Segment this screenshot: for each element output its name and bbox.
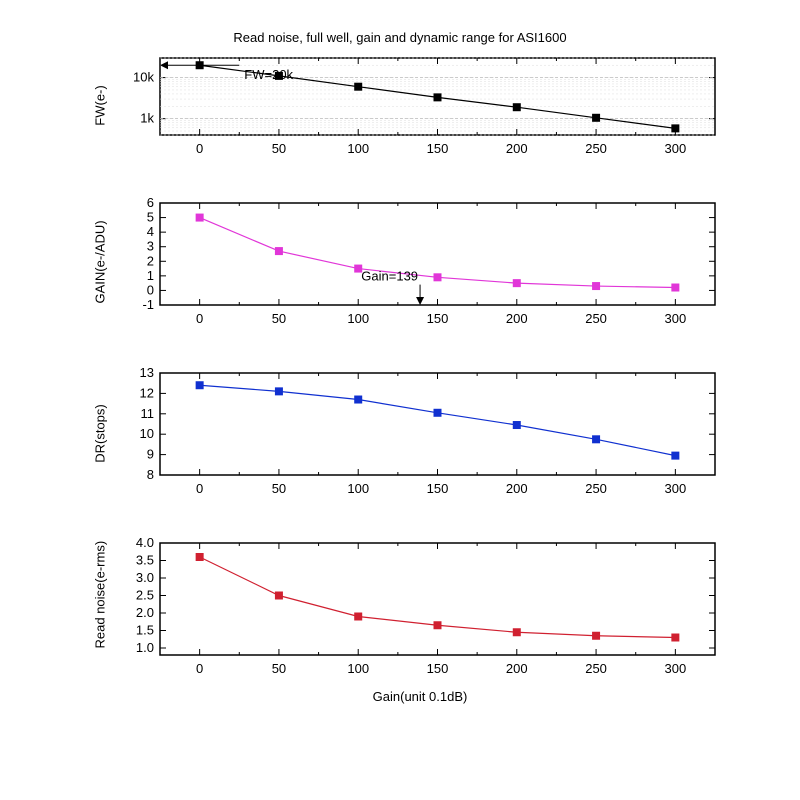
svg-text:10k: 10k — [133, 70, 154, 85]
svg-text:150: 150 — [427, 311, 449, 326]
svg-text:200: 200 — [506, 481, 528, 496]
svg-text:2.0: 2.0 — [136, 605, 154, 620]
chart-fw: 1k 10k 0 50 100 150 200 250 300 FW=20k — [120, 53, 720, 163]
panel-rn: Read noise(e-rms) 1.01.52.02.53.03.54.00… — [120, 538, 720, 683]
svg-text:12: 12 — [140, 385, 154, 400]
svg-text:FW=20k: FW=20k — [244, 67, 293, 82]
panels-container: FW(e-) 1k10k050100150200250300FW=20k GAI… — [0, 53, 800, 704]
svg-text:4.0: 4.0 — [136, 538, 154, 550]
svg-text:100: 100 — [347, 481, 369, 496]
svg-text:300: 300 — [665, 481, 687, 496]
svg-text:3: 3 — [147, 239, 154, 254]
svg-text:4: 4 — [147, 224, 154, 239]
svg-text:250: 250 — [585, 141, 607, 156]
svg-text:200: 200 — [506, 661, 528, 676]
svg-text:0: 0 — [196, 311, 203, 326]
svg-text:0: 0 — [196, 481, 203, 496]
svg-text:50: 50 — [272, 481, 286, 496]
svg-text:6: 6 — [147, 198, 154, 210]
svg-text:250: 250 — [585, 661, 607, 676]
svg-text:-1: -1 — [142, 297, 154, 312]
svg-text:1: 1 — [147, 268, 154, 283]
svg-text:300: 300 — [665, 311, 687, 326]
svg-text:200: 200 — [506, 141, 528, 156]
svg-text:300: 300 — [665, 141, 687, 156]
svg-text:100: 100 — [347, 141, 369, 156]
svg-text:2: 2 — [147, 253, 154, 268]
ylabel-gain: GAIN(e-/ADU) — [93, 223, 108, 303]
ylabel-dr: DR(stops) — [93, 393, 108, 473]
svg-text:100: 100 — [347, 661, 369, 676]
svg-text:2.5: 2.5 — [136, 588, 154, 603]
panel-gain: GAIN(e-/ADU) -10123456050100150200250300… — [120, 198, 720, 333]
panel-dr: DR(stops) 8910111213050100150200250300 — [120, 368, 720, 503]
svg-text:3.5: 3.5 — [136, 553, 154, 568]
svg-text:Gain=139: Gain=139 — [361, 269, 418, 284]
svg-text:300: 300 — [665, 661, 687, 676]
svg-text:3.0: 3.0 — [136, 570, 154, 585]
svg-text:150: 150 — [427, 141, 449, 156]
svg-text:150: 150 — [427, 481, 449, 496]
chart-title: Read noise, full well, gain and dynamic … — [0, 0, 800, 53]
svg-text:10: 10 — [140, 426, 154, 441]
chart-rn: 1.0 1.5 2.0 2.5 3.0 3.5 4.0 0 50 100 150 200 250 300 — [120, 538, 720, 683]
svg-text:250: 250 — [585, 481, 607, 496]
svg-text:1.5: 1.5 — [136, 623, 154, 638]
svg-text:50: 50 — [272, 661, 286, 676]
svg-text:0: 0 — [147, 282, 154, 297]
ylabel-fw: FW(e-) — [93, 66, 108, 146]
svg-text:1k: 1k — [140, 111, 154, 126]
svg-text:1.0: 1.0 — [136, 640, 154, 655]
chart-dr: 8 9 10 11 12 13 0 50 100 150 200 250 300 — [120, 368, 720, 503]
svg-text:13: 13 — [140, 368, 154, 380]
svg-text:100: 100 — [347, 311, 369, 326]
svg-text:8: 8 — [147, 467, 154, 482]
xaxis-label: Gain(unit 0.1dB) — [120, 689, 720, 704]
svg-text:9: 9 — [147, 447, 154, 462]
panel-fw: FW(e-) 1k10k050100150200250300FW=20k — [120, 53, 720, 163]
svg-text:50: 50 — [272, 141, 286, 156]
svg-text:5: 5 — [147, 210, 154, 225]
svg-text:200: 200 — [506, 311, 528, 326]
svg-text:50: 50 — [272, 311, 286, 326]
svg-text:0: 0 — [196, 661, 203, 676]
ylabel-rn: Read noise(e-rms) — [93, 568, 108, 648]
svg-text:11: 11 — [141, 406, 155, 421]
chart-gain: -10123456050100150200250300Gain=139 — [120, 198, 720, 333]
svg-text:0: 0 — [196, 141, 203, 156]
svg-text:250: 250 — [585, 311, 607, 326]
svg-text:150: 150 — [427, 661, 449, 676]
